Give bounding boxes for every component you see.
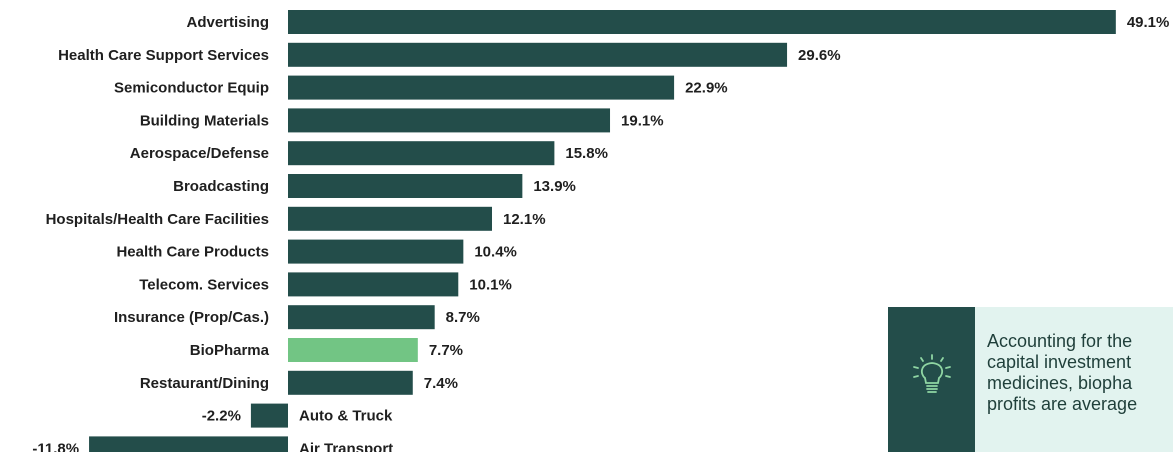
bar-semiconductor-equip xyxy=(288,75,675,100)
lightbulb-icon xyxy=(912,354,952,405)
value-label-insurance-prop-cas: 8.7% xyxy=(446,309,480,326)
category-label-building-materials: Building Materials xyxy=(140,112,269,129)
callout-text-panel: Accounting for the capital investment me… xyxy=(975,307,1173,452)
value-label-telecom-services: 10.1% xyxy=(469,276,512,293)
value-label-biopharma: 7.7% xyxy=(429,342,463,359)
value-label-health-care-products: 10.4% xyxy=(474,244,517,261)
bar-telecom-services xyxy=(288,272,459,297)
category-label-semiconductor-equip: Semiconductor Equip xyxy=(114,80,269,97)
value-label-auto-truck: -2.2% xyxy=(202,408,241,425)
bar-air-transport xyxy=(89,436,288,452)
bar-restaurant-dining xyxy=(288,370,413,395)
bar-building-materials xyxy=(288,108,611,133)
bar-auto-truck xyxy=(250,403,288,428)
bar-biopharma xyxy=(288,338,418,362)
category-label-auto-truck: Auto & Truck xyxy=(299,408,393,425)
value-label-semiconductor-equip: 22.9% xyxy=(685,80,728,97)
bar-advertising xyxy=(288,10,1116,34)
category-label-biopharma: BioPharma xyxy=(190,342,270,359)
category-label-aerospace-defense: Aerospace/Defense xyxy=(130,145,269,162)
callout-text: Accounting for the capital investment me… xyxy=(987,331,1138,414)
category-label-advertising: Advertising xyxy=(186,14,269,31)
category-label-telecom-services: Telecom. Services xyxy=(139,276,269,293)
value-label-restaurant-dining: 7.4% xyxy=(424,375,458,392)
category-label-restaurant-dining: Restaurant/Dining xyxy=(140,375,269,392)
value-label-aerospace-defense: 15.8% xyxy=(565,145,608,162)
bar-health-care-support-services xyxy=(288,42,788,67)
value-label-air-transport: -11.8% xyxy=(32,440,79,452)
category-label-broadcasting: Broadcasting xyxy=(173,178,269,195)
category-label-health-care-support-services: Health Care Support Services xyxy=(58,47,269,64)
labels-group: Advertising 49.1% Health Care Support Serv… xyxy=(32,14,1169,452)
callout-icon-panel xyxy=(888,307,975,452)
value-label-building-materials: 19.1% xyxy=(621,112,664,129)
value-label-hospitals-health-care-facilities: 12.1% xyxy=(503,211,546,228)
value-label-health-care-support-services: 29.6% xyxy=(798,47,841,64)
callout-box: Accounting for the capital investment me… xyxy=(888,307,1173,452)
category-label-hospitals-health-care-facilities: Hospitals/Health Care Facilities xyxy=(46,211,269,228)
bar-aerospace-defense xyxy=(288,141,555,166)
bar-health-care-products xyxy=(288,239,464,264)
bar-insurance-prop-cas xyxy=(288,305,435,330)
value-label-advertising: 49.1% xyxy=(1127,14,1170,31)
bar-broadcasting xyxy=(288,174,523,198)
bars-group xyxy=(89,10,1116,452)
category-label-insurance-prop-cas: Insurance (Prop/Cas.) xyxy=(114,309,269,326)
category-label-air-transport: Air Transport xyxy=(299,440,393,452)
category-label-health-care-products: Health Care Products xyxy=(116,244,269,261)
bar-hospitals-health-care-facilities xyxy=(288,206,493,231)
value-label-broadcasting: 13.9% xyxy=(533,178,576,195)
